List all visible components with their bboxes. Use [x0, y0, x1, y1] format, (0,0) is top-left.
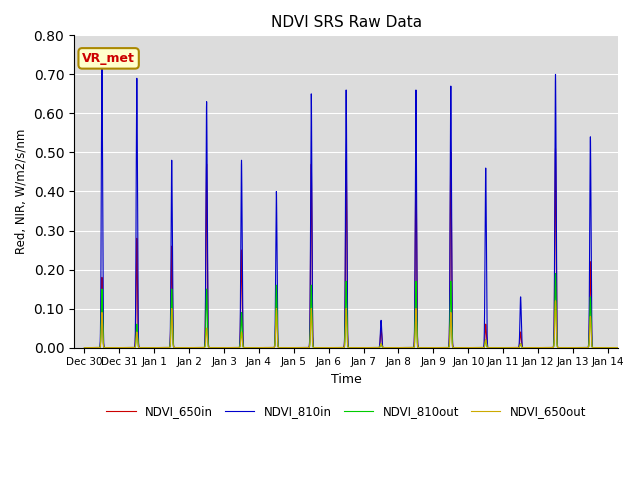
NDVI_650out: [539, 345, 547, 350]
Line: NDVI_650out: NDVI_650out: [84, 301, 640, 348]
NDVI_810out: [639, 345, 640, 350]
X-axis label: Time: Time: [331, 373, 362, 386]
NDVI_650out: [81, 345, 88, 350]
NDVI_810out: [611, 345, 618, 350]
NDVI_650in: [525, 345, 533, 350]
NDVI_810in: [611, 345, 618, 350]
NDVI_650out: [525, 345, 533, 350]
NDVI_810out: [539, 345, 547, 350]
NDVI_650in: [611, 345, 618, 350]
NDVI_810out: [221, 345, 229, 350]
Title: NDVI SRS Raw Data: NDVI SRS Raw Data: [271, 15, 422, 30]
NDVI_810in: [222, 345, 230, 350]
Line: NDVI_810in: NDVI_810in: [84, 67, 640, 348]
NDVI_810out: [525, 345, 533, 350]
NDVI_810in: [81, 345, 88, 350]
Line: NDVI_650in: NDVI_650in: [84, 148, 640, 348]
NDVI_650out: [616, 345, 624, 350]
Line: NDVI_810out: NDVI_810out: [84, 274, 640, 348]
NDVI_650out: [221, 345, 229, 350]
NDVI_810out: [136, 345, 143, 350]
NDVI_810in: [525, 345, 533, 350]
NDVI_650in: [577, 345, 584, 350]
Y-axis label: Red, NIR, W/m2/s/nm: Red, NIR, W/m2/s/nm: [15, 129, 28, 254]
NDVI_810in: [616, 345, 624, 350]
NDVI_810in: [98, 64, 106, 70]
NDVI_650in: [639, 345, 640, 350]
NDVI_810out: [81, 345, 88, 350]
NDVI_810out: [616, 345, 624, 350]
NDVI_650out: [639, 345, 640, 350]
Text: VR_met: VR_met: [82, 52, 135, 65]
NDVI_650out: [136, 345, 143, 350]
NDVI_650in: [616, 345, 624, 350]
NDVI_650in: [221, 345, 229, 350]
NDVI_650out: [611, 345, 618, 350]
NDVI_810out: [577, 345, 584, 350]
NDVI_650out: [552, 298, 559, 304]
NDVI_650in: [552, 145, 559, 151]
NDVI_810in: [639, 345, 640, 350]
NDVI_810in: [539, 345, 547, 350]
NDVI_650out: [577, 345, 584, 350]
NDVI_650in: [81, 345, 88, 350]
NDVI_650in: [136, 345, 143, 350]
Legend: NDVI_650in, NDVI_810in, NDVI_810out, NDVI_650out: NDVI_650in, NDVI_810in, NDVI_810out, NDV…: [101, 400, 591, 423]
NDVI_650in: [539, 345, 547, 350]
NDVI_810in: [136, 345, 144, 350]
NDVI_810out: [552, 271, 559, 276]
NDVI_810in: [577, 345, 584, 350]
